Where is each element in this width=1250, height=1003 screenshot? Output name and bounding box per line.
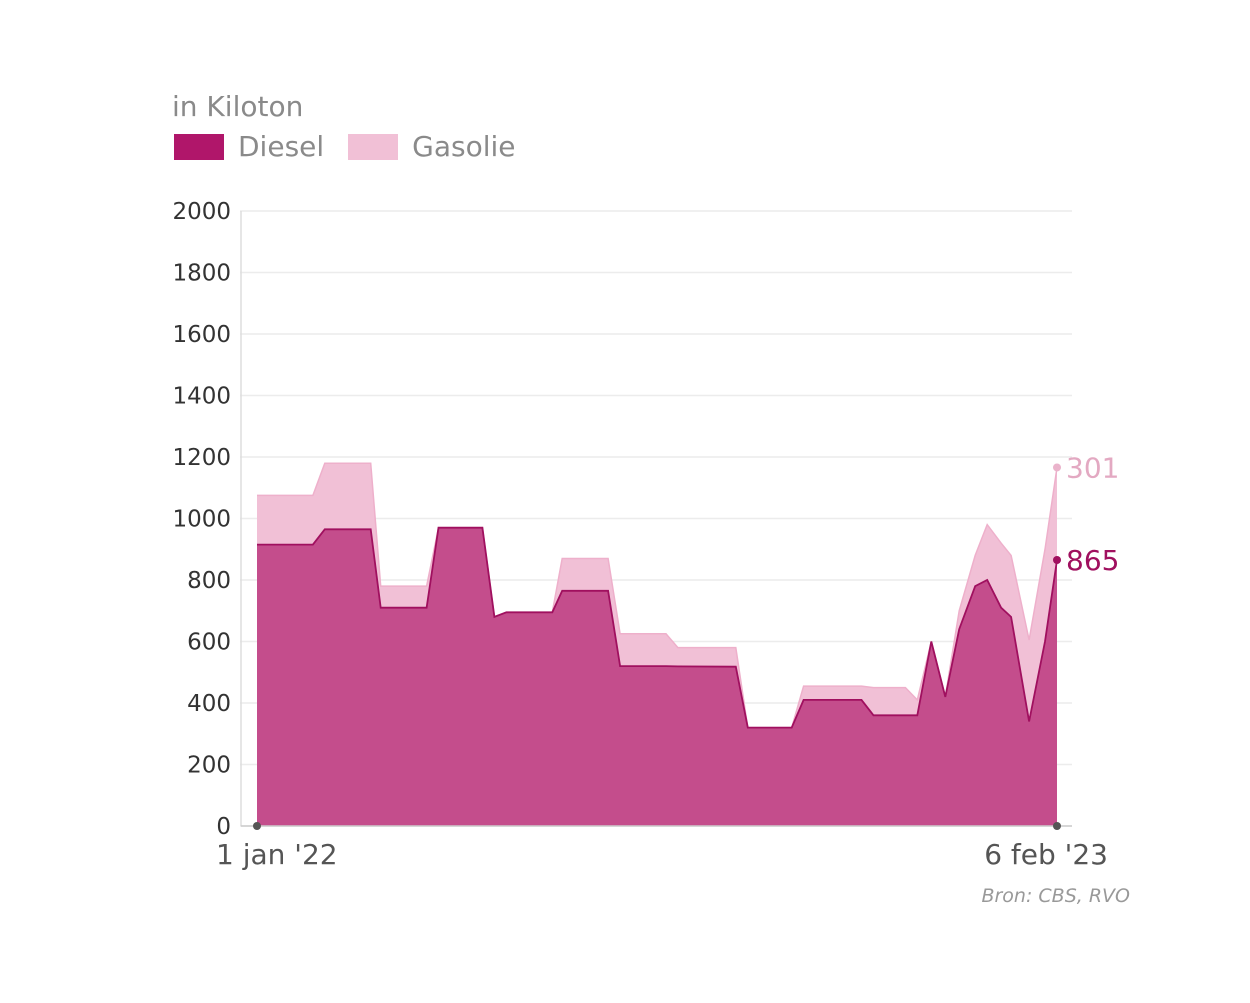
x-end-dot xyxy=(1053,822,1061,830)
y-tick-label: 400 xyxy=(187,691,231,717)
series-line-diesel xyxy=(257,526,1058,729)
legend-swatch-diesel xyxy=(174,133,224,160)
y-tick-label: 600 xyxy=(187,630,231,656)
source-note: Bron: CBS, RVO xyxy=(981,885,1130,907)
legend-label-diesel: Diesel xyxy=(238,130,325,163)
y-tick-label: 1000 xyxy=(172,507,231,533)
legend-item-diesel: Diesel xyxy=(174,130,324,163)
y-tick-label: 1800 xyxy=(172,261,231,287)
y-tick-label: 1400 xyxy=(172,384,231,410)
y-tick-label: 800 xyxy=(187,568,231,594)
legend: Diesel Gasolie xyxy=(174,130,540,163)
y-tick-label: 2000 xyxy=(172,199,231,225)
x-tick-label-end: 6 feb '23 xyxy=(984,838,1108,871)
end-label-diesel: 865 xyxy=(1066,544,1119,577)
end-dot-gasolie xyxy=(1053,463,1061,472)
y-tick-label: 1200 xyxy=(172,445,231,471)
end-label-gasolie: 301 xyxy=(1066,451,1119,484)
legend-item-gasolie: Gasolie xyxy=(348,130,516,163)
x-start-dot xyxy=(253,822,261,830)
end-dot-diesel xyxy=(1053,556,1061,565)
legend-label-gasolie: Gasolie xyxy=(412,130,516,163)
y-tick-label: 0 xyxy=(216,814,231,840)
series-line-gasolie xyxy=(257,462,1058,729)
legend-swatch-gasolie xyxy=(348,133,399,160)
y-tick-label: 200 xyxy=(187,753,231,779)
unit-label: in Kiloton xyxy=(172,90,304,123)
y-tick-label: 1600 xyxy=(172,322,231,348)
series-area-diesel xyxy=(257,527,1057,826)
x-tick-label-start: 1 jan '22 xyxy=(216,838,338,871)
